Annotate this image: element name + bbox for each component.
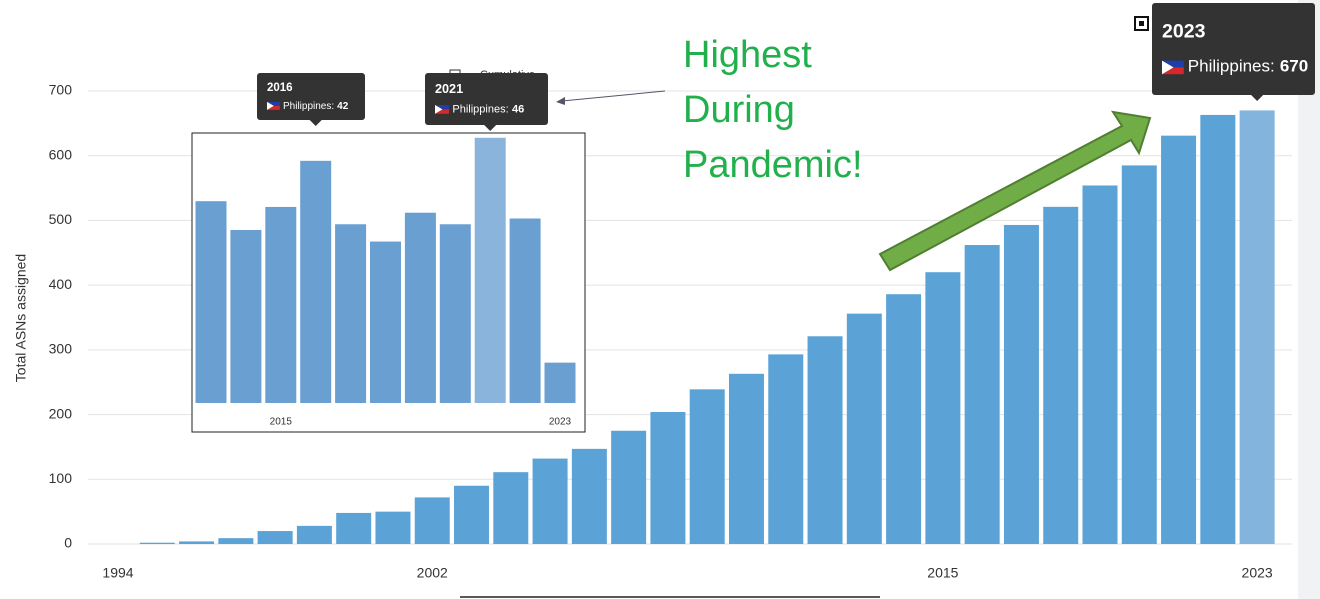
scrollbar [1298,0,1320,599]
inset-chart: 20152023Cumulative2016Philippines:422021… [191,69,586,433]
bar [689,389,725,544]
flag-white [267,101,274,110]
bar [886,294,922,544]
bar [964,245,1000,544]
pointer-line [561,90,666,102]
y-tick-label: 0 [64,535,72,551]
tooltip-label: Philippines: [1188,57,1275,76]
bar [414,497,450,544]
bar [1043,206,1079,545]
bar [1161,135,1197,544]
flag-white [1162,60,1174,75]
bar [335,224,367,403]
bar [1200,114,1236,545]
y-tick-label: 100 [49,470,73,486]
bar [728,373,764,544]
y-tick-label: 200 [49,405,73,421]
flag-blue [1162,60,1184,68]
tooltip-title: 2023 [1162,21,1206,43]
tooltip-value: 670 [1280,57,1308,76]
y-tick-label: 300 [49,341,73,357]
bar [404,212,436,403]
tooltip-text: Philippines: 42 [283,101,349,112]
flag-red [1162,67,1184,75]
pointer-head [556,97,565,105]
bar [1082,185,1118,545]
bar [300,160,332,403]
bar [370,241,401,403]
y-tick-label: 700 [49,82,73,98]
x-tick-label: 2015 [927,565,958,581]
flag-red [267,105,280,110]
tooltip-value: 42 [337,101,349,112]
bar [544,362,576,403]
bar [179,541,215,544]
trend-arrow [878,110,1152,272]
bar [532,458,568,544]
flag-blue [267,101,280,106]
tooltip-pointer [1251,95,1264,101]
bar [768,354,804,544]
bar [230,230,262,403]
bar [454,485,490,544]
bar [336,512,372,544]
tooltip-title: 2021 [435,82,463,96]
flag-red [435,109,450,114]
bar [1003,224,1039,545]
y-axis-label: Total ASNs assigned [13,254,29,382]
tooltip-box [1152,3,1315,95]
x-tick-label: 2002 [417,565,448,581]
bar [846,313,882,544]
annotation-text: Highest [683,34,812,76]
tooltip-text: Philippines: 46 [452,103,524,115]
bar [195,201,227,403]
bar [571,448,607,544]
flag-blue [435,105,450,110]
legend-check [1139,21,1144,26]
bar [509,218,541,403]
bar [257,531,293,544]
bar [375,511,411,544]
tooltip-box [257,73,365,120]
flag-white [435,105,443,114]
bar [296,525,332,544]
x-tick-label: 2023 [549,417,572,428]
tooltip-box [425,73,548,125]
x-tick-label: 1994 [102,565,133,581]
bar [1121,165,1157,544]
bar [925,272,961,544]
main-chart: Total ASNs assigned 0 100 200 300 400 500 600 70… [13,3,1315,581]
bar [807,336,843,544]
annotation: Highest During Pandemic! [556,34,1152,272]
tooltip-text: Philippines: 670 [1188,57,1308,76]
bar [474,137,506,403]
bar [265,206,297,403]
bar [439,224,471,403]
bar [139,542,175,544]
bar [218,538,254,544]
x-tick-label: 2023 [1242,565,1273,581]
annotation-text: During [683,89,795,131]
y-tick-label: 500 [49,211,73,227]
tooltip-label: Philippines: [283,101,334,112]
tooltip-label: Philippines: [452,103,508,115]
y-tick-label: 600 [49,146,73,162]
bar [1239,110,1275,545]
y-tick-label: 400 [49,276,73,292]
bar [493,472,529,544]
bar [650,411,686,544]
tooltip-pointer [309,120,322,126]
tooltip-title: 2016 [267,82,293,94]
bar [611,430,647,544]
tooltip-value: 46 [512,103,524,115]
annotation-text: Pandemic! [683,144,863,186]
x-tick-label: 2015 [270,417,293,428]
tooltip-pointer [484,125,497,131]
